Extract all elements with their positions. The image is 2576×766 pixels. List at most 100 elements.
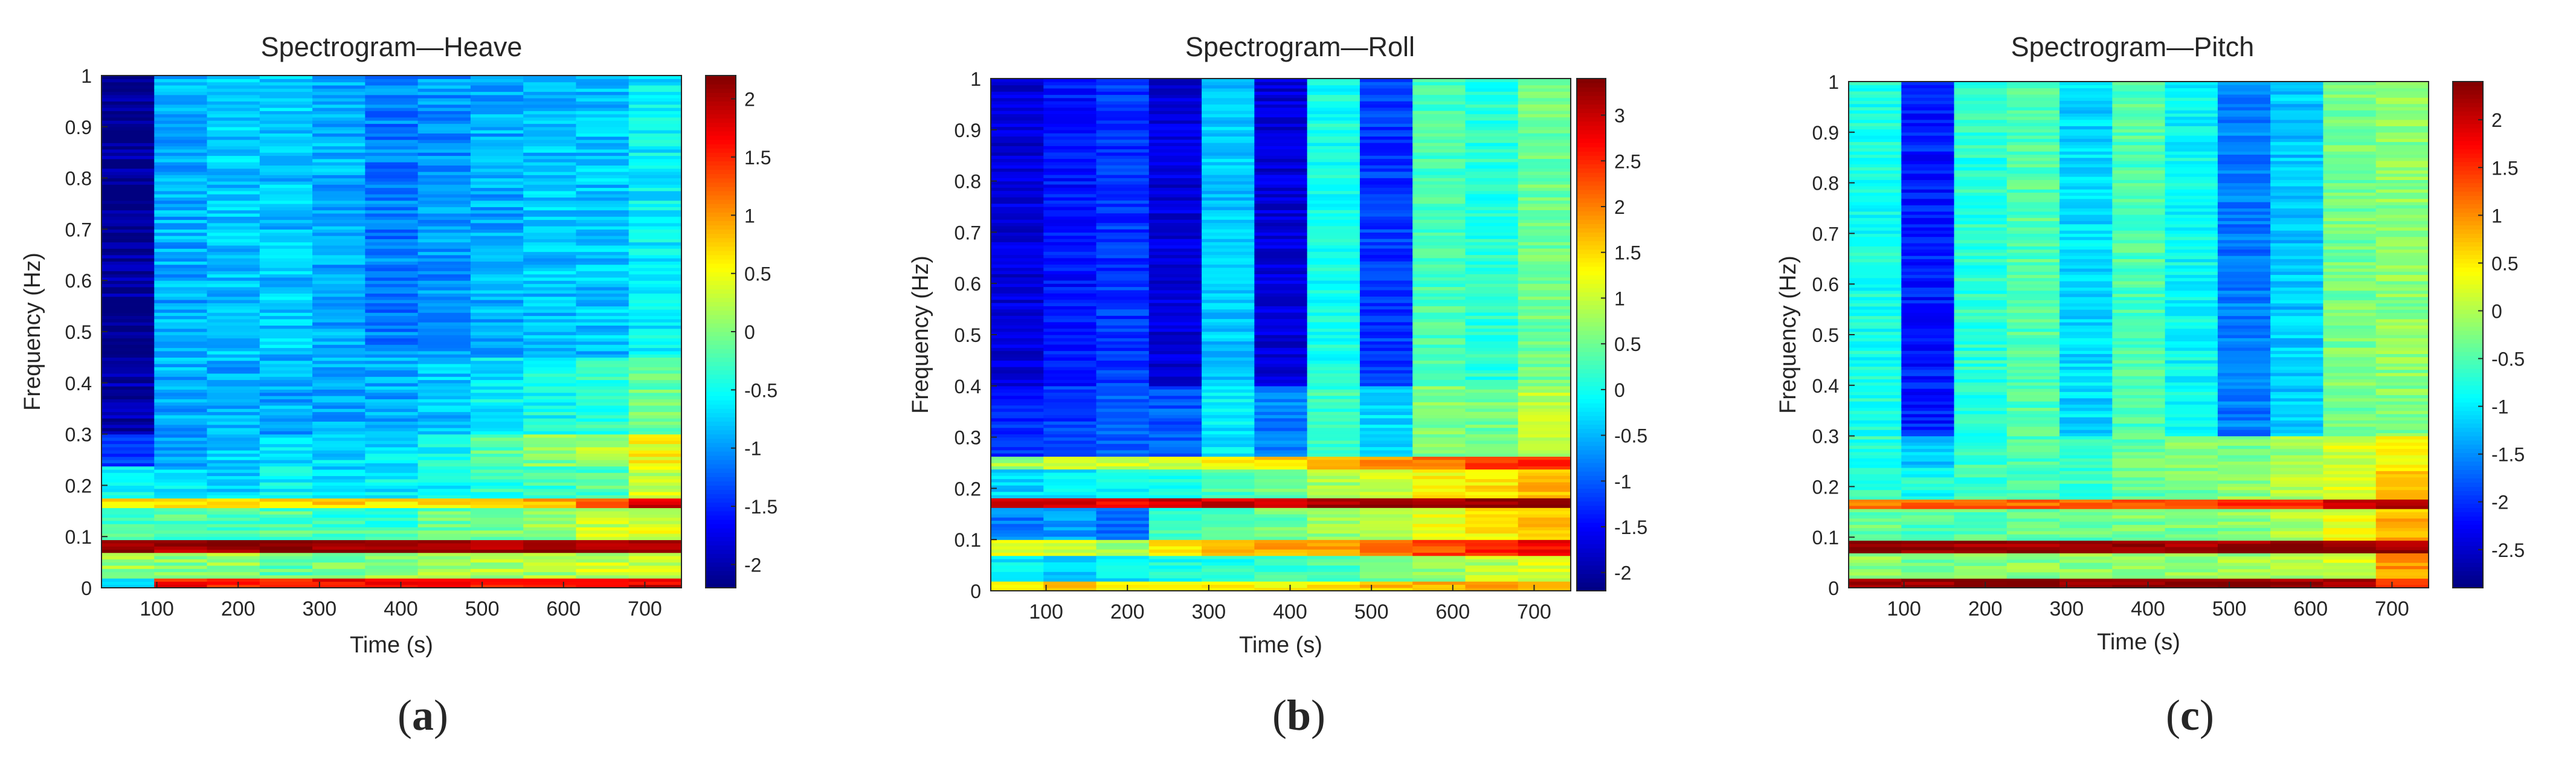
spectrogram-cell bbox=[154, 248, 208, 253]
spectrogram-cell bbox=[417, 280, 471, 285]
spectrogram-cell bbox=[154, 222, 208, 227]
spectrogram-cell bbox=[1954, 154, 2008, 158]
spectrogram-cell bbox=[154, 200, 208, 204]
spectrogram-cell bbox=[523, 379, 577, 384]
spectrogram-cell bbox=[470, 421, 524, 425]
colorbar-segment bbox=[706, 506, 736, 512]
spectrogram-cell bbox=[207, 222, 260, 227]
colorbar-segment bbox=[706, 152, 736, 157]
spectrogram-cell bbox=[1901, 290, 1955, 294]
spectrogram-column bbox=[1412, 79, 1466, 591]
spectrogram-cell bbox=[1518, 114, 1571, 118]
spectrogram-cell bbox=[207, 524, 260, 527]
spectrogram-cell bbox=[1901, 271, 1955, 275]
spectrogram-cell bbox=[1096, 104, 1150, 108]
spectrogram-column bbox=[101, 76, 155, 588]
spectrogram-cell bbox=[1254, 184, 1308, 188]
spectrogram-cell bbox=[2006, 252, 2060, 256]
spectrogram-cell bbox=[365, 200, 419, 204]
spectrogram-cell bbox=[259, 539, 313, 544]
colorbar-segment bbox=[1577, 416, 1606, 420]
colorbar-segment bbox=[1577, 488, 1606, 494]
spectrogram-cell bbox=[1412, 466, 1466, 470]
spectrogram-cell bbox=[417, 136, 471, 140]
spectrogram-cell bbox=[1148, 229, 1202, 233]
spectrogram-cell bbox=[1412, 587, 1466, 591]
spectrogram-cell bbox=[417, 364, 471, 367]
spectrogram-cell bbox=[1412, 181, 1466, 185]
spectrogram-cell bbox=[312, 556, 365, 559]
spectrogram-cell bbox=[576, 581, 630, 585]
spectrogram-cell bbox=[470, 175, 524, 179]
spectrogram-cell bbox=[2006, 154, 2060, 158]
spectrogram-cell bbox=[991, 274, 1044, 278]
spectrogram-cell bbox=[628, 108, 682, 111]
spectrogram-cell bbox=[101, 498, 155, 502]
spectrogram-cell bbox=[1518, 232, 1571, 236]
spectrogram-cell bbox=[1954, 492, 2008, 497]
spectrogram-cell bbox=[1043, 178, 1097, 182]
spectrogram-cell bbox=[470, 360, 524, 364]
spectrogram-cell bbox=[1096, 318, 1150, 323]
spectrogram-cell bbox=[576, 190, 630, 195]
spectrogram-cell bbox=[1412, 274, 1466, 278]
spectrogram-cell bbox=[1465, 488, 1519, 492]
spectrogram-cell bbox=[523, 322, 577, 326]
spectrogram-cell bbox=[312, 542, 365, 547]
spectrogram-cell bbox=[1359, 91, 1413, 95]
spectrogram-cell bbox=[1465, 299, 1519, 303]
spectrogram-cell bbox=[1901, 423, 1955, 427]
spectrogram-cell bbox=[1359, 399, 1413, 402]
spectrogram-cell bbox=[2006, 467, 2060, 471]
spectrogram-cell bbox=[1518, 504, 1571, 508]
spectrogram-cell bbox=[1901, 420, 1955, 424]
spectrogram-cell bbox=[2006, 97, 2060, 101]
spectrogram-cell bbox=[1954, 347, 2008, 351]
spectrogram-cell bbox=[312, 242, 365, 246]
spectrogram-cell bbox=[312, 524, 365, 527]
spectrogram-cell bbox=[154, 261, 208, 265]
spectrogram-cell bbox=[470, 524, 524, 527]
x-tick-label: 600 bbox=[546, 597, 581, 620]
spectrogram-cell bbox=[2059, 492, 2113, 497]
spectrogram-cell bbox=[2165, 407, 2218, 411]
spectrogram-cell bbox=[1359, 536, 1413, 540]
spectrogram-cell bbox=[2165, 404, 2218, 408]
spectrogram-cell bbox=[470, 530, 524, 534]
spectrogram-cell bbox=[207, 469, 260, 473]
spectrogram-cell bbox=[523, 527, 577, 531]
spectrogram-cell bbox=[2059, 230, 2113, 234]
y-axis: 00.10.20.30.40.50.60.70.80.91 bbox=[65, 65, 108, 599]
spectrogram-cell bbox=[1465, 501, 1519, 505]
spectrogram-cell bbox=[1096, 469, 1150, 473]
spectrogram-cell bbox=[1901, 489, 1955, 494]
spectrogram-cell bbox=[207, 303, 260, 307]
spectrogram-cell bbox=[2059, 385, 2113, 389]
spectrogram-cell bbox=[1359, 254, 1413, 259]
spectrogram-cell bbox=[1518, 88, 1571, 92]
spectrogram-cell bbox=[101, 187, 155, 192]
spectrogram-cell bbox=[628, 239, 682, 243]
spectrogram-cell bbox=[470, 460, 524, 463]
spectrogram-cell bbox=[365, 456, 419, 460]
spectrogram-cell bbox=[1954, 176, 2008, 180]
spectrogram-cell bbox=[1954, 262, 2008, 266]
panel-a: Spectrogram—Heave 100 200 300 400 500 600 700 … bbox=[20, 31, 778, 739]
colorbar-segment bbox=[1577, 151, 1606, 156]
spectrogram-cell bbox=[2112, 430, 2166, 433]
spectrogram-cell bbox=[2006, 268, 2060, 272]
spectrogram-cell bbox=[1901, 486, 1955, 491]
spectrogram-cell bbox=[1307, 219, 1360, 224]
spectrogram-cell bbox=[523, 495, 577, 499]
spectrogram-cell bbox=[1148, 104, 1202, 108]
spectrogram-cell bbox=[312, 152, 365, 156]
spectrogram-cell bbox=[1954, 164, 2008, 168]
spectrogram-cell bbox=[1412, 501, 1466, 505]
spectrogram-cell bbox=[259, 357, 313, 361]
spectrogram-cell bbox=[1254, 219, 1308, 224]
spectrogram-cell bbox=[523, 325, 577, 329]
spectrogram-cell bbox=[470, 556, 524, 559]
spectrogram-cell bbox=[1307, 283, 1360, 288]
spectrogram-cell bbox=[1465, 193, 1519, 198]
spectrogram-cell bbox=[312, 408, 365, 413]
